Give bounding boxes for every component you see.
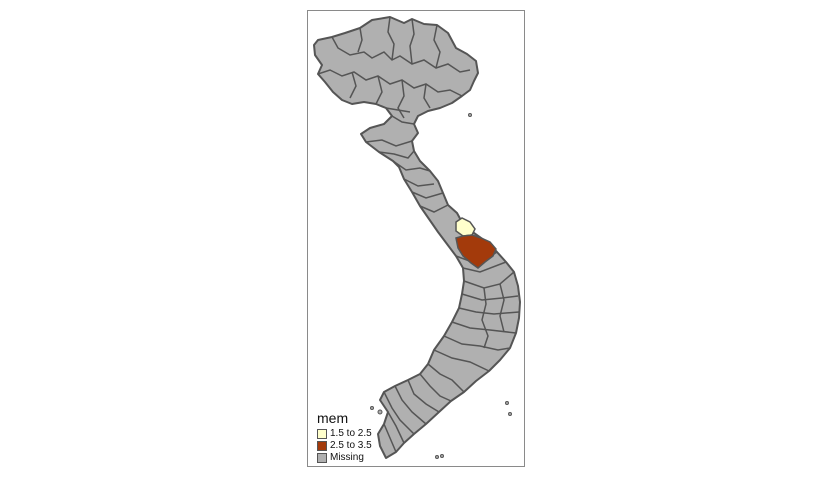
island	[370, 406, 374, 410]
region-class-1-5-to-2-5	[455, 217, 476, 237]
legend-label: 2.5 to 3.5	[330, 440, 372, 451]
region-boundary	[331, 36, 471, 73]
legend-label: 1.5 to 2.5	[330, 428, 372, 439]
legend-item: 1.5 to 2.5	[317, 428, 407, 440]
region-boundary	[357, 16, 441, 69]
island	[377, 409, 383, 415]
legend-swatch	[317, 453, 327, 463]
island	[468, 113, 472, 117]
legend-label: Missing	[330, 452, 364, 463]
region-class-2-5-to-3-5	[455, 234, 497, 269]
region-boundary	[349, 71, 431, 119]
legend-title: mem	[317, 410, 349, 426]
legend-swatch	[317, 429, 327, 439]
island	[505, 401, 509, 405]
legend-swatch	[317, 441, 327, 451]
island	[440, 454, 444, 458]
island	[435, 455, 439, 459]
region-boundary	[317, 69, 463, 97]
region-boundary	[385, 107, 415, 125]
region-boundary	[383, 363, 465, 453]
island	[508, 412, 512, 416]
region-boundary	[481, 283, 505, 349]
country-outline	[313, 16, 521, 459]
legend-item: 2.5 to 3.5	[317, 440, 407, 452]
region-boundary	[365, 139, 449, 213]
legend-item: Missing	[317, 452, 407, 464]
map-legend: mem 1.5 to 2.5 2.5 to 3.5 Missing	[317, 410, 407, 464]
